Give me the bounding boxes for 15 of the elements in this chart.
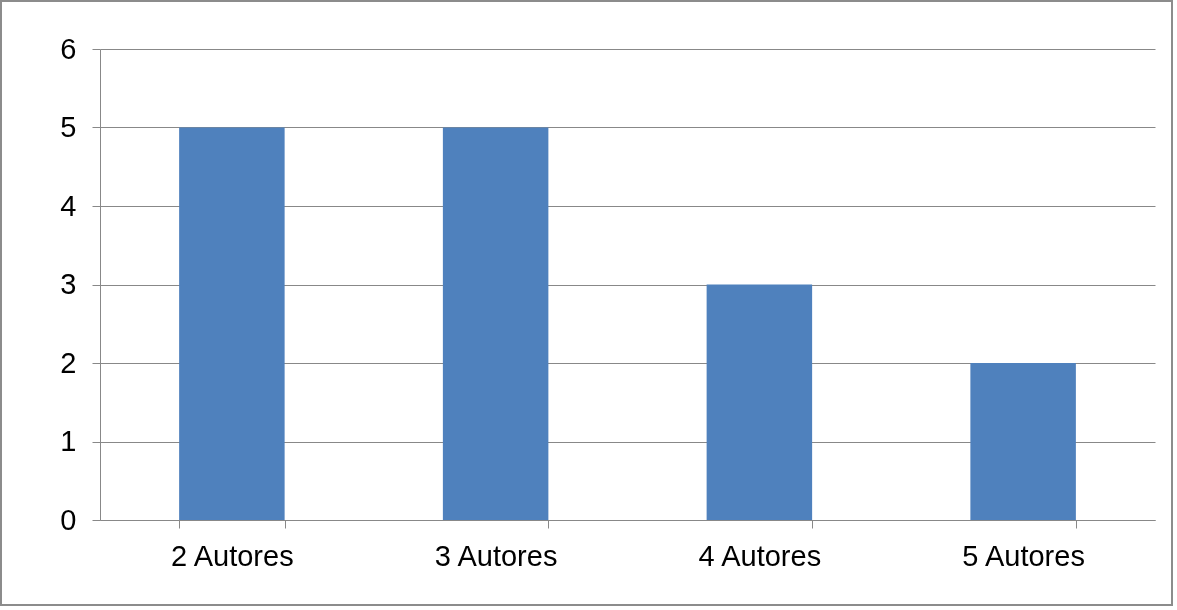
y-tick-label: 0 xyxy=(60,503,77,536)
bar xyxy=(706,284,813,520)
y-tick-label: 2 xyxy=(60,346,77,379)
bar xyxy=(970,363,1076,520)
y-tick-label: 1 xyxy=(60,425,77,457)
x-tick-label: 2 Autores xyxy=(171,539,294,572)
x-tick-label: 5 Autores xyxy=(962,539,1085,572)
x-tick-label: 3 Autores xyxy=(434,539,558,572)
x-tick-label: 4 Autores xyxy=(698,539,822,572)
bar xyxy=(179,127,285,520)
bar xyxy=(442,127,549,520)
y-tick-label: 4 xyxy=(60,189,77,222)
y-tick-label: 6 xyxy=(60,32,77,65)
y-tick-label: 3 xyxy=(60,268,77,300)
y-tick-label: 5 xyxy=(60,111,77,143)
